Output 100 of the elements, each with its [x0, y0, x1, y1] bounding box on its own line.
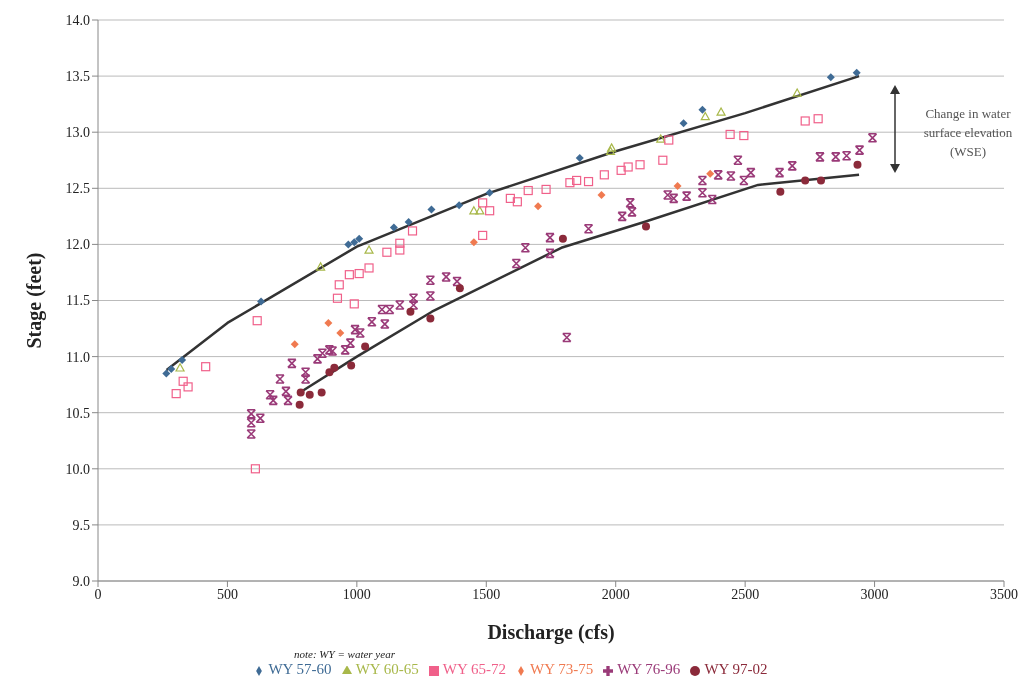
point [283, 395, 293, 406]
point [361, 342, 370, 351]
point [700, 111, 710, 121]
point [455, 201, 464, 210]
point [852, 68, 861, 77]
point [350, 324, 360, 335]
point [485, 206, 495, 216]
legend-label: WY 57-60 [268, 661, 332, 677]
point [597, 191, 606, 200]
point [668, 193, 679, 204]
point [340, 345, 351, 355]
point [268, 395, 279, 406]
text: note: WY = water year [294, 648, 395, 660]
point [739, 175, 749, 186]
point [296, 388, 305, 397]
point [336, 329, 345, 338]
legend-label: WY 73-75 [530, 661, 594, 677]
y-tick-label: 13.5 [65, 69, 90, 85]
point [475, 206, 485, 215]
point [408, 300, 419, 310]
y-tick-label: 9.0 [72, 573, 90, 589]
point [867, 133, 878, 143]
point [635, 160, 645, 170]
point [406, 307, 415, 316]
y-tick-label: 11.5 [66, 293, 90, 309]
point [183, 382, 193, 392]
point [673, 182, 682, 191]
point [384, 304, 395, 315]
y-tick-label: 13.0 [65, 125, 90, 141]
point [801, 176, 810, 185]
x-tick-label: 1500 [472, 586, 501, 602]
point [599, 170, 609, 180]
point [565, 178, 575, 188]
legend-label: WY 65-72 [442, 661, 506, 677]
point [317, 388, 326, 397]
point [380, 319, 390, 329]
point [246, 409, 257, 419]
point [178, 376, 188, 386]
point [395, 245, 405, 255]
point [561, 332, 572, 343]
point [305, 390, 314, 399]
point [815, 152, 825, 162]
y-tick-label: 14.0 [65, 12, 90, 28]
annotation: Change in water surface elevation (WSE) [922, 105, 1014, 161]
y-tick-label: 9.5 [72, 517, 90, 533]
point [316, 262, 326, 271]
point [349, 299, 359, 309]
point [725, 129, 735, 140]
point [583, 223, 594, 234]
point [575, 154, 584, 163]
point [656, 134, 666, 143]
point [623, 162, 633, 172]
point [364, 245, 374, 254]
point [300, 367, 311, 378]
point [478, 198, 488, 208]
point [572, 175, 582, 186]
point [175, 363, 185, 372]
point [344, 240, 353, 249]
point [642, 222, 650, 231]
point [853, 160, 862, 169]
y-tick-label: 10.0 [65, 461, 90, 477]
point [441, 272, 451, 282]
point [681, 191, 692, 201]
point [201, 362, 211, 372]
point [512, 197, 522, 207]
point [355, 234, 364, 243]
point [697, 175, 708, 186]
point [774, 167, 785, 178]
point [427, 205, 436, 214]
point [407, 226, 418, 236]
point [485, 188, 494, 197]
x-axis-title: Discharge (cfs) [487, 621, 615, 644]
point [395, 238, 405, 248]
point [246, 429, 257, 439]
point [658, 155, 668, 165]
point [364, 263, 374, 273]
x-tick-label: 1000 [342, 586, 371, 602]
point [478, 230, 488, 241]
point [257, 297, 266, 306]
point [395, 300, 405, 310]
point [739, 130, 749, 141]
point [389, 223, 398, 232]
point [679, 119, 688, 128]
point [167, 364, 176, 373]
point [178, 355, 187, 364]
x-tick-label: 2500 [731, 586, 760, 602]
point [746, 167, 756, 178]
point [295, 400, 304, 409]
point [627, 207, 637, 217]
point [367, 317, 377, 327]
x-tick-label: 2000 [601, 586, 630, 602]
point [469, 238, 478, 247]
point [534, 202, 543, 211]
point [625, 198, 636, 208]
point [275, 374, 285, 384]
point [583, 176, 594, 187]
point [354, 268, 364, 279]
point [324, 318, 333, 327]
point [455, 284, 464, 293]
point [776, 187, 785, 196]
